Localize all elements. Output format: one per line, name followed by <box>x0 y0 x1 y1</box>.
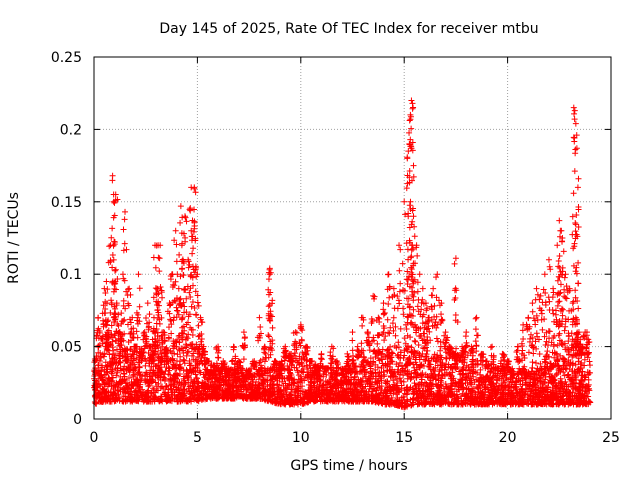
data-point <box>230 343 237 350</box>
data-point <box>256 314 263 321</box>
data-point <box>193 374 200 381</box>
data-point <box>386 294 393 301</box>
data-point <box>385 300 392 307</box>
data-point <box>302 343 309 350</box>
data-point <box>193 311 200 318</box>
data-point <box>144 300 151 307</box>
data-point <box>181 213 188 220</box>
data-point <box>266 333 273 340</box>
data-point <box>136 303 143 310</box>
data-point <box>279 378 286 385</box>
data-point <box>257 324 264 331</box>
data-point <box>172 227 179 234</box>
data-point <box>159 294 166 301</box>
data-point <box>552 350 559 357</box>
data-point <box>215 354 222 361</box>
data-point <box>148 363 155 370</box>
data-point <box>443 355 450 362</box>
data-point <box>375 332 382 339</box>
data-point <box>189 250 196 257</box>
data-point <box>572 361 579 368</box>
data-point <box>240 356 247 363</box>
data-point <box>180 356 187 363</box>
data-point <box>146 311 153 318</box>
data-point <box>156 268 163 275</box>
data-point <box>366 347 373 354</box>
data-point <box>142 362 149 369</box>
data-point <box>175 285 182 292</box>
data-point <box>136 285 143 292</box>
data-point <box>120 297 127 304</box>
data-point <box>167 317 174 324</box>
data-point <box>265 332 272 339</box>
data-point <box>240 329 247 336</box>
data-point <box>374 340 381 347</box>
data-point <box>355 348 362 355</box>
data-point <box>118 310 125 317</box>
data-point <box>101 285 108 292</box>
data-point <box>134 334 141 341</box>
data-point <box>293 329 300 336</box>
data-point <box>186 289 193 296</box>
data-point <box>410 353 417 360</box>
data-point <box>354 343 361 350</box>
data-point <box>532 360 539 367</box>
data-point <box>358 340 365 347</box>
data-point <box>529 365 536 372</box>
grid <box>94 57 611 419</box>
data-point <box>127 291 134 298</box>
data-point <box>401 347 408 354</box>
data-point <box>126 285 133 292</box>
data-point <box>423 353 430 360</box>
data-point <box>349 329 356 336</box>
data-point <box>173 258 180 265</box>
data-point <box>359 322 366 329</box>
data-point <box>194 299 201 306</box>
data-point <box>373 387 380 394</box>
data-point <box>135 271 142 278</box>
data-point <box>379 346 386 353</box>
data-point <box>241 334 248 341</box>
data-point <box>301 377 308 384</box>
data-point <box>380 311 387 318</box>
data-point <box>565 371 572 378</box>
data-point <box>119 271 126 278</box>
data-point <box>183 218 190 225</box>
data-point <box>349 337 356 344</box>
data-point <box>95 314 102 321</box>
data-point <box>370 292 377 299</box>
data-point <box>318 350 325 357</box>
data-point <box>380 300 387 307</box>
chart-title: Day 145 of 2025, Rate Of TEC Index for r… <box>159 21 538 37</box>
data-point <box>91 398 98 405</box>
data-point <box>364 339 371 346</box>
data-point <box>426 364 433 371</box>
data-markers <box>91 97 594 411</box>
data-point <box>195 322 202 329</box>
data-point <box>108 297 115 304</box>
data-point <box>381 337 388 344</box>
data-point <box>142 315 149 322</box>
